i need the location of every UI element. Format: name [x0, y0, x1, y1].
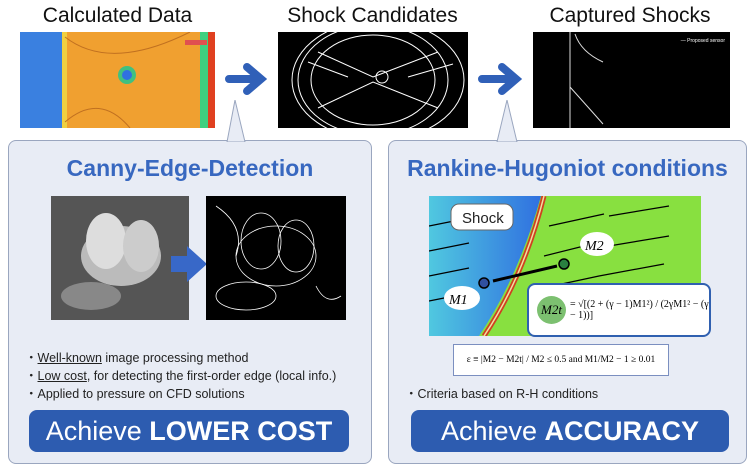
panel-title: Canny-Edge-Detection — [66, 155, 314, 181]
flower-edges-image — [206, 196, 346, 320]
shock-label: Shock — [462, 210, 504, 227]
legend-label: — Proposed sensor — [681, 38, 726, 44]
shock-candidates-image — [278, 32, 468, 128]
arrow-right-icon — [478, 63, 523, 95]
m2-label: M2 — [584, 239, 604, 254]
rh-formula: = √[(2 + (γ − 1)M1²) / (2γM1² − (γ − 1))… — [569, 299, 709, 321]
title-shock-candidates: Shock Candidates — [287, 4, 458, 27]
callout-pointers — [226, 100, 518, 142]
panel-title: Rankine-Hugoniot conditions — [407, 155, 728, 181]
bullet-item: ・Low cost, for detecting the first-order… — [25, 369, 337, 383]
arrow-right-icon — [171, 246, 207, 282]
arrow-right-icon — [225, 63, 267, 95]
cfd-image — [20, 32, 215, 128]
bullet-item: ・Applied to pressure on CFD solutions — [25, 387, 245, 401]
rh-panel: Rankine-Hugoniot conditions Shock M1 M2 … — [388, 140, 747, 464]
m2t-label: M2t — [537, 296, 566, 324]
title-calculated-data: Calculated Data — [42, 4, 193, 27]
title-captured-shocks: Captured Shocks — [549, 4, 711, 27]
rh-formula-box: M2t = √[(2 + (γ − 1)M1²) / (2γM1² − (γ −… — [527, 283, 711, 337]
achieve-accuracy-banner: Achieve ACCURACY — [411, 410, 729, 452]
bullet-item: ・Criteria based on R-H conditions — [405, 387, 599, 401]
flower-image — [51, 196, 189, 320]
bullet-item: ・Well-known image processing method — [25, 351, 249, 365]
canny-panel: Canny-Edge-Detection ・Well-known image p… — [8, 140, 372, 464]
m1-label: M1 — [448, 293, 468, 308]
criteria-formula: ε ≡ |M2 − M2t| / M2 ≤ 0.5 and M1/M2 − 1 … — [453, 344, 669, 376]
captured-shocks-image: — Proposed sensor — [533, 32, 730, 128]
achieve-lower-cost-banner: Achieve LOWER COST — [29, 410, 349, 452]
